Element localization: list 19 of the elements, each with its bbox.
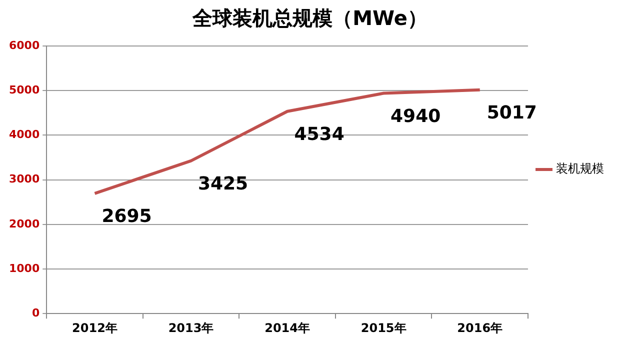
x-tick-label: 2015年 [360,320,406,335]
x-tick-label: 2013年 [168,320,214,335]
data-label: 5017 [486,102,537,124]
legend-label: 装机规模 [556,162,604,176]
data-label: 2695 [102,206,152,228]
y-tick-label: 4000 [8,128,40,142]
y-tick-label: 6000 [8,38,40,52]
chart-title: 全球装机总规模（MWe） [192,6,428,30]
x-tick-label: 2012年 [72,320,118,335]
y-tick-label: 0 [32,306,40,320]
y-tick-label: 3000 [8,172,40,186]
y-tick-label: 1000 [8,262,40,275]
y-tick-label: 2000 [8,217,40,230]
data-label: 4940 [390,106,441,127]
x-tick-label: 2016年 [457,320,503,335]
data-label: 3425 [198,174,248,195]
x-tick-label: 2014年 [264,320,310,335]
y-tick-label: 5000 [8,83,40,96]
data-label: 4534 [294,124,344,146]
